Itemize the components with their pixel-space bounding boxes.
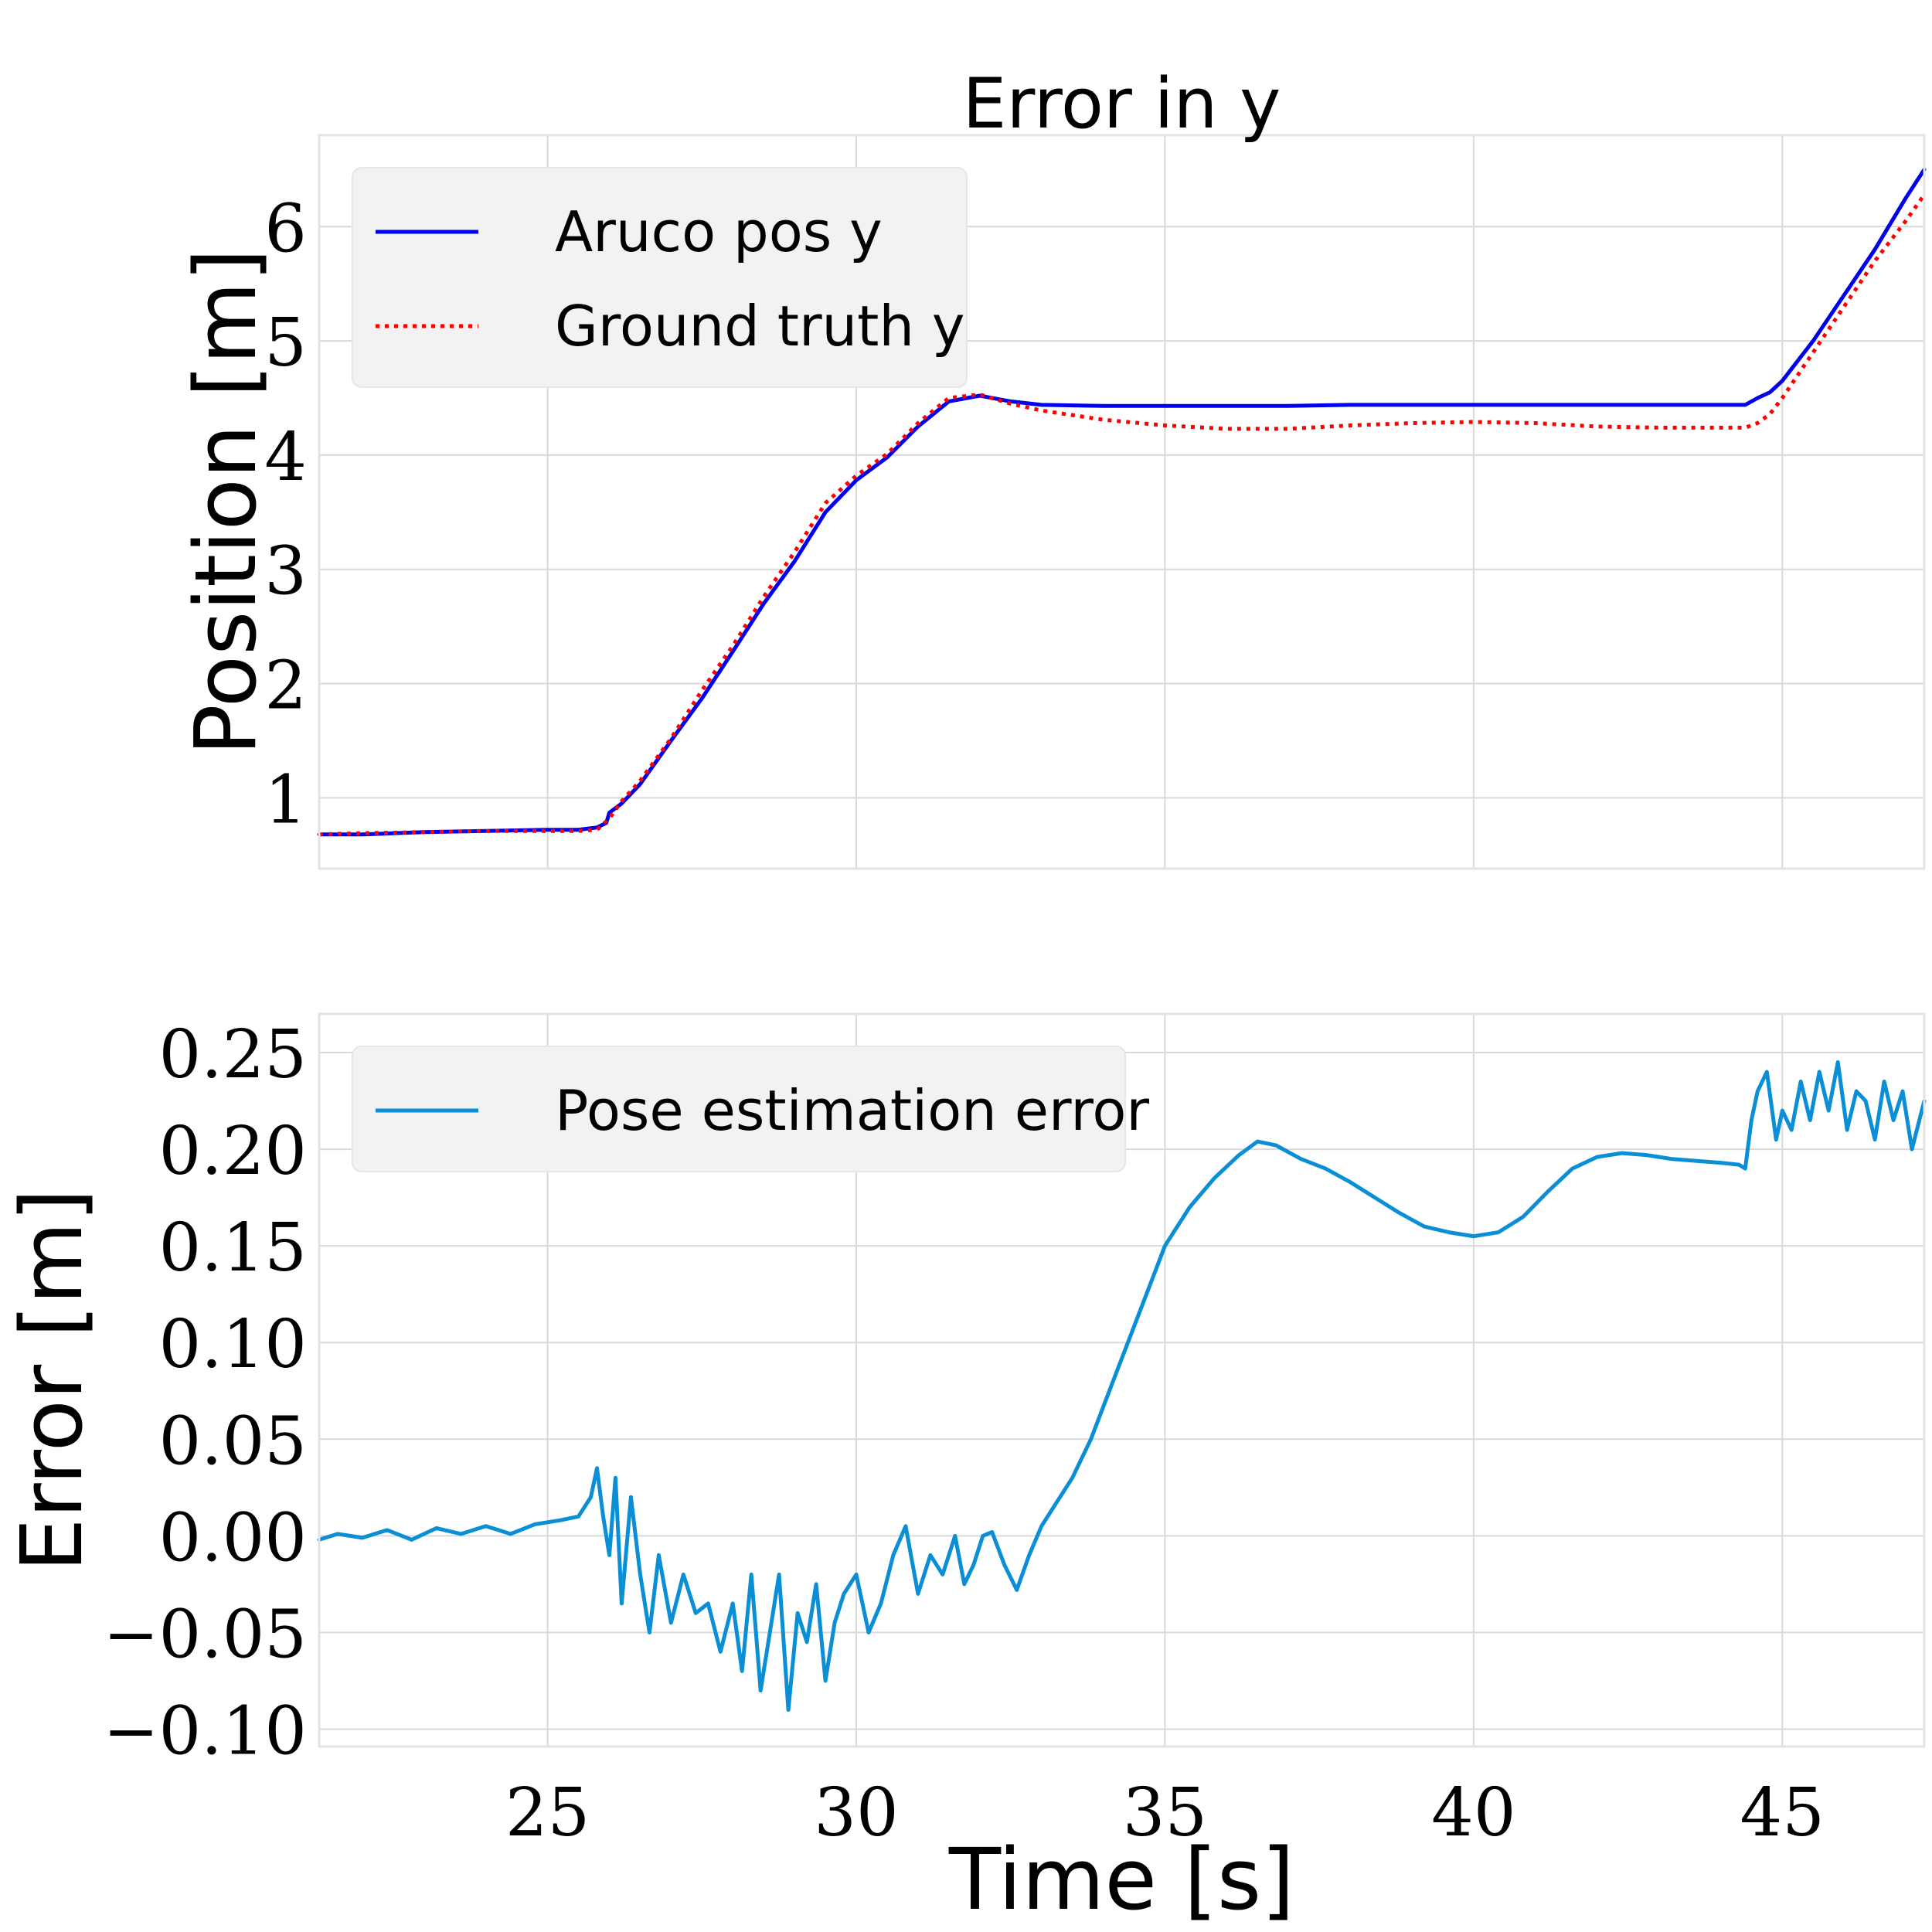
position-y-axis-label: Position [m] bbox=[176, 248, 275, 755]
y-tick-label: −0.10 bbox=[103, 1692, 307, 1770]
legend-label: Aruco pos y bbox=[555, 199, 883, 264]
y-tick-label: 2 bbox=[264, 648, 307, 725]
y-tick-label: 3 bbox=[264, 533, 307, 611]
x-tick-label: 30 bbox=[814, 1774, 898, 1852]
series-line bbox=[317, 1060, 1927, 1712]
error-legend: Pose estimation error bbox=[352, 1046, 1149, 1172]
legend-label: Pose estimation error bbox=[555, 1078, 1149, 1143]
error-y-axis-label: Error [m] bbox=[2, 1189, 101, 1572]
error-panel: 25 30 35 40 45 −0.10 −0.05 0.00 0.05 0.10 0.15 0.20… bbox=[2, 1012, 1927, 1929]
legend-label: Ground truth y bbox=[555, 294, 965, 359]
error-plot-frame bbox=[318, 1012, 1926, 1748]
error-grid bbox=[319, 1014, 1924, 1747]
y-tick-label: 1 bbox=[264, 761, 307, 838]
y-tick-label: 0.25 bbox=[159, 1016, 307, 1094]
position-grid bbox=[319, 135, 1924, 869]
y-tick-label: 0.00 bbox=[159, 1499, 307, 1577]
chart-title: Error in y bbox=[963, 63, 1281, 145]
x-tick-label: 40 bbox=[1431, 1774, 1515, 1852]
position-ticks: 1 2 3 4 5 6 bbox=[264, 190, 307, 838]
x-tick-label: 45 bbox=[1740, 1774, 1825, 1852]
legend-box bbox=[352, 167, 968, 388]
position-plot-frame bbox=[318, 134, 1926, 870]
y-tick-label: 0.05 bbox=[159, 1403, 307, 1480]
position-legend: Aruco pos y Ground truth y bbox=[352, 167, 968, 388]
error-series bbox=[317, 1060, 1927, 1712]
legend-box bbox=[352, 1046, 1126, 1172]
y-tick-label: 0.20 bbox=[159, 1113, 307, 1190]
position-series bbox=[317, 167, 1927, 837]
y-tick-label: 5 bbox=[264, 304, 307, 382]
position-panel: 1 2 3 4 5 6 Error in y Position [m] Aruco pos… bbox=[176, 63, 1927, 870]
y-tick-label: 4 bbox=[264, 419, 307, 496]
y-tick-label: −0.05 bbox=[103, 1596, 307, 1673]
time-x-axis-label: Time [s] bbox=[948, 1830, 1294, 1929]
y-tick-label: 0.10 bbox=[159, 1306, 307, 1383]
y-tick-label: 0.15 bbox=[159, 1209, 307, 1287]
x-tick-label: 35 bbox=[1123, 1774, 1207, 1852]
y-tick-label: 6 bbox=[264, 190, 307, 267]
series-line bbox=[318, 193, 1927, 837]
error-ticks: 25 30 35 40 45 −0.10 −0.05 0.00 0.05 0.10 0.15 0.20… bbox=[103, 1016, 1825, 1852]
x-tick-label: 25 bbox=[505, 1774, 590, 1852]
